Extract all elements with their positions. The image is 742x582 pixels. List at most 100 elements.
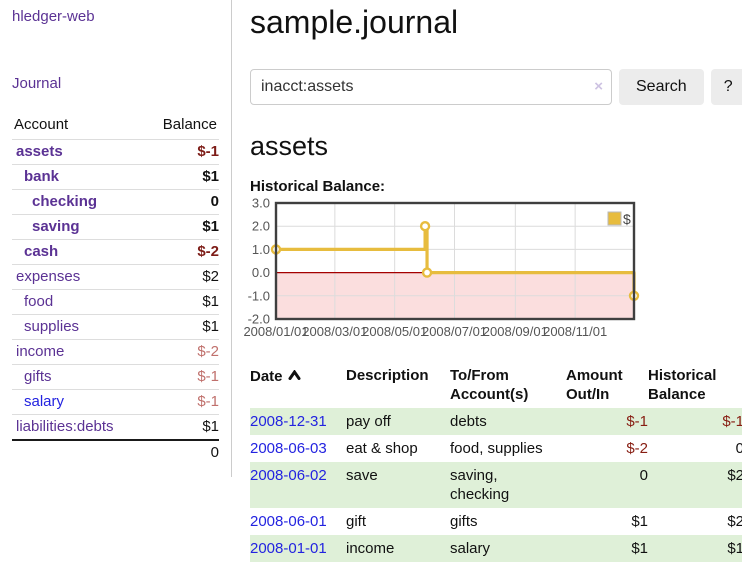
transaction-balance: 0 <box>735 440 742 457</box>
sidebar-account-gifts[interactable]: gifts <box>24 368 52 385</box>
svg-text:2008/01/01: 2008/01/01 <box>243 324 308 339</box>
legend-label: $ <box>623 211 631 227</box>
svg-text:-1.0: -1.0 <box>248 288 270 303</box>
accounts-header-account: Account <box>14 116 69 133</box>
chart-label: Historical Balance: <box>250 178 386 195</box>
accounts-header-row: Account Balance <box>12 112 219 140</box>
transaction-row: 2008-01-01 income salary $1 $1 <box>250 535 742 562</box>
transaction-balance: $-1 <box>722 413 742 430</box>
transaction-row: 2008-06-02 save saving, checking 0 $2 <box>250 462 742 508</box>
account-balance: $1 <box>202 418 219 435</box>
sidebar-account-income[interactable]: income <box>16 343 65 360</box>
transaction-row: 2008-12-31 pay off debts $-1 $-1 <box>250 408 742 435</box>
transaction-accounts: food, supplies <box>450 440 543 457</box>
account-row: assets $-1 <box>12 139 219 165</box>
account-balance: $1 <box>202 318 219 335</box>
svg-text:2008/09/01: 2008/09/01 <box>483 324 548 339</box>
sidebar-account-liabilities-debts[interactable]: liabilities:debts <box>16 418 114 435</box>
account-row: expenses $2 <box>12 264 219 290</box>
transaction-date-link[interactable]: 2008-06-01 <box>250 513 327 530</box>
column-header-description: Description <box>346 367 429 384</box>
app-title-link[interactable]: hledger-web <box>12 8 95 25</box>
transaction-date-link[interactable]: 2008-06-02 <box>250 467 327 484</box>
sidebar-account-salary[interactable]: salary <box>24 393 65 410</box>
sort-ascending-icon <box>288 366 301 385</box>
help-button[interactable]: ? <box>710 69 742 105</box>
account-row: income $-2 <box>12 339 219 365</box>
transactions-table-body: 2008-12-31 pay off debts $-1 $-1 2008-06-03 ea… <box>250 408 742 562</box>
transaction-amount: $-2 <box>626 440 648 457</box>
transaction-amount: $-1 <box>626 413 648 430</box>
transaction-date-link[interactable]: 2008-01-01 <box>250 540 327 557</box>
transaction-accounts: gifts <box>450 513 478 530</box>
search-field-wrap: × <box>250 69 612 105</box>
transaction-amount: $1 <box>631 540 648 557</box>
account-row: salary $-1 <box>12 389 219 415</box>
transaction-amount: 0 <box>639 467 648 484</box>
transaction-description: income <box>346 540 395 557</box>
sidebar-account-food[interactable]: food <box>24 293 54 310</box>
transaction-description: pay off <box>346 413 391 430</box>
transaction-description: save <box>346 467 378 484</box>
account-balance: $2 <box>202 268 219 285</box>
svg-text:1.0: 1.0 <box>252 242 270 257</box>
account-heading: assets <box>250 131 329 161</box>
account-row: supplies $1 <box>12 314 219 340</box>
accounts-table-body: assets $-1 bank $1 checking 0 saving $1 cash $-2 e… <box>12 139 219 441</box>
transaction-date-link[interactable]: 2008-06-03 <box>250 440 327 457</box>
sidebar-account-assets[interactable]: assets <box>16 143 63 160</box>
svg-text:-2.0: -2.0 <box>248 312 270 327</box>
account-row: cash $-2 <box>12 239 219 265</box>
accounts-total-balance: 0 <box>210 444 219 461</box>
page-title: sample.journal <box>250 4 459 40</box>
account-row: bank $1 <box>12 164 219 190</box>
sidebar-account-cash[interactable]: cash <box>24 243 59 260</box>
transaction-balance: $1 <box>727 540 742 557</box>
transaction-row: 2008-06-03 eat & shop food, supplies $-2 0 <box>250 435 742 462</box>
search-button[interactable]: Search <box>619 69 704 105</box>
transaction-description: eat & shop <box>346 440 418 457</box>
transactions-table: Date Description To/From Account(s) Amou… <box>250 364 742 562</box>
column-header-accounts: To/From Account(s) <box>450 367 529 403</box>
main-content: sample.journal × Search ? assets Histori… <box>232 0 742 562</box>
account-balance: 0 <box>210 193 219 210</box>
accounts-total-row: 0 <box>12 440 219 465</box>
sidebar-account-bank[interactable]: bank <box>24 168 60 185</box>
svg-text:2008/11/01: 2008/11/01 <box>543 324 607 339</box>
svg-text:3.0: 3.0 <box>252 196 270 211</box>
sidebar-account-saving[interactable]: saving <box>32 218 80 235</box>
account-balance: $-2 <box>197 243 219 260</box>
account-balance: $-2 <box>197 343 219 360</box>
sidebar-item-journal[interactable]: Journal <box>12 75 62 92</box>
svg-text:2.0: 2.0 <box>252 219 270 234</box>
transaction-amount: $1 <box>631 513 648 530</box>
transaction-accounts: saving, checking <box>450 467 510 503</box>
clear-search-icon[interactable]: × <box>594 78 603 95</box>
svg-text:2008/03/01: 2008/03/01 <box>302 324 367 339</box>
sidebar-account-checking[interactable]: checking <box>32 193 98 210</box>
column-header-amount: Amount Out/In <box>566 367 623 403</box>
transaction-balance: $2 <box>727 467 742 484</box>
transaction-accounts: debts <box>450 413 487 430</box>
account-row: checking 0 <box>12 189 219 215</box>
column-header-date[interactable]: Date <box>250 364 346 408</box>
accounts-header-balance: Balance <box>162 116 217 133</box>
transactions-header-row: Date Description To/From Account(s) Amou… <box>250 364 742 408</box>
account-balance: $-1 <box>197 393 219 410</box>
legend-swatch <box>607 211 622 226</box>
sidebar-account-expenses[interactable]: expenses <box>16 268 81 285</box>
search-input[interactable] <box>250 69 612 105</box>
column-header-historical-balance: Historical Balance <box>648 367 717 403</box>
transaction-accounts: salary <box>450 540 491 557</box>
account-row: liabilities:debts $1 <box>12 414 219 441</box>
account-row: gifts $-1 <box>12 364 219 390</box>
svg-text:2008/07/01: 2008/07/01 <box>422 324 487 339</box>
svg-text:2008/05/01: 2008/05/01 <box>362 324 427 339</box>
sidebar: hledger-web Journal Account Balance asse… <box>0 0 232 477</box>
account-balance: $-1 <box>197 143 219 160</box>
transaction-balance: $2 <box>727 513 742 530</box>
transaction-date-link[interactable]: 2008-12-31 <box>250 413 327 430</box>
account-balance: $1 <box>202 168 219 185</box>
sidebar-account-supplies[interactable]: supplies <box>24 318 80 335</box>
